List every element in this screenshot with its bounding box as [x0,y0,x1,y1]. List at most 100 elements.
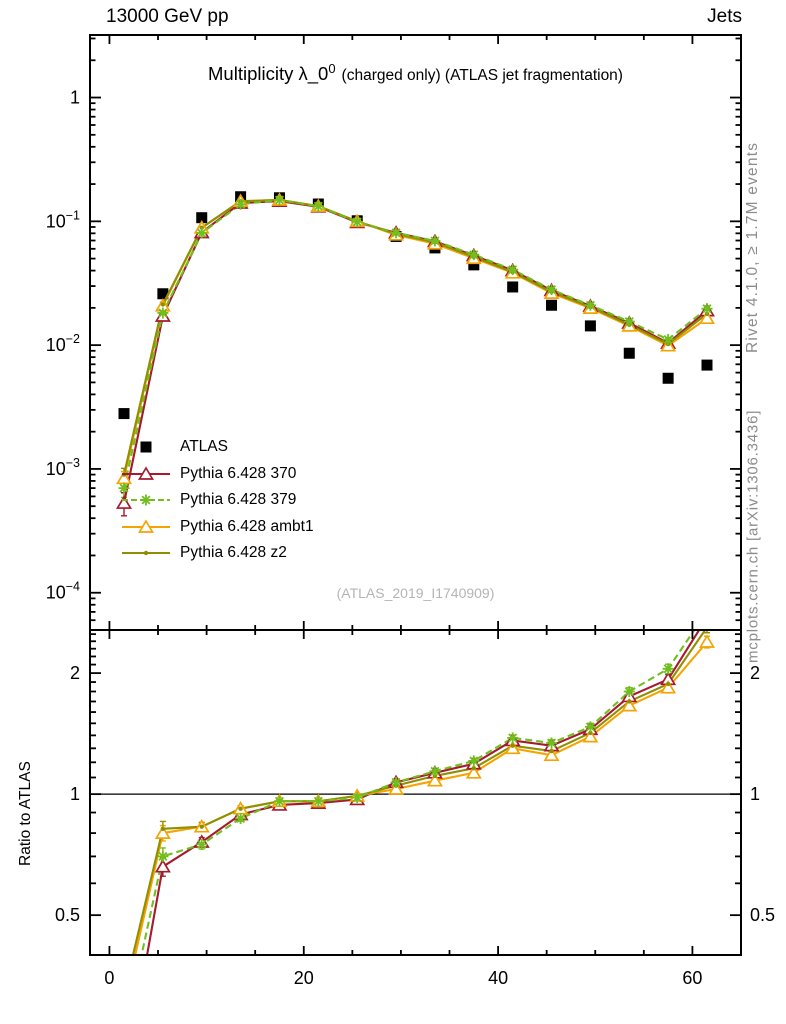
square-marker [623,347,635,359]
x-tick-label: 0 [104,968,114,988]
legend-label: Pythia 6.428 z2 [180,544,287,562]
star-marker [468,249,480,261]
dot-marker [588,730,593,736]
error-bar [121,973,127,1017]
ratio-tick-label-right: 1 [750,784,760,804]
dot-marker [627,699,632,704]
ratio-axis-title: Ratio to ATLAS [17,761,34,866]
star-marker [140,494,152,506]
triangle-marker [426,773,443,787]
star-marker [351,792,363,804]
star-marker [701,303,713,315]
star-marker [701,606,712,617]
star-marker [351,216,363,228]
y-tick-label: 10−2 [46,332,80,355]
star-marker [584,299,596,311]
ratio-markers-pythia-z2 [160,625,709,831]
dot-marker [143,551,149,556]
observable-name: Multiplicity λ_0 [208,63,329,84]
star-marker [623,686,635,698]
star-marker [623,316,635,328]
dot-marker [160,826,166,831]
star-marker [546,737,558,749]
square-marker [701,359,713,371]
analysis-object-label: Jets [707,6,742,27]
legend-item-pythia-z2: Pythia 6.428 z2 [122,540,314,567]
dot-marker [510,743,515,748]
star-marker [118,482,130,494]
triangle-marker [660,679,677,694]
star-marker [235,198,247,210]
star-marker [662,663,674,675]
y-tick-label: 1 [70,88,80,108]
square-marker [507,281,519,293]
triangle-marker [582,728,599,743]
star-marker [273,795,285,807]
triangle-marker [138,466,154,480]
mcplots-source-note: mcplots.cern.ch [arXiv:1306.3436] [744,409,762,663]
beam-energy-label: 13000 GeV pp [106,6,229,27]
rivet-version-note: Rivet 4.1.0, ≥ 1.7M events [744,141,761,353]
triangle-marker [154,859,171,873]
y-tick-label: 10−1 [46,208,80,231]
star-marker [196,838,208,850]
square-marker [140,441,152,453]
star-marker-icon [122,490,170,510]
triangle-marker-icon [122,517,170,537]
y-tick-label: 10−3 [46,456,80,479]
error-bar [704,606,710,616]
triangle-marker-icon [122,464,170,484]
star-marker [468,755,480,767]
star-marker [312,200,324,212]
star-marker [390,227,402,239]
star-marker [390,776,402,788]
star-marker [546,284,558,296]
plot-title: Multiplicity λ_00 (charged only) (ATLAS j… [90,61,741,85]
star-marker [429,235,441,247]
square-marker [196,212,208,224]
watermark: (ATLAS_2019_I1740909) [336,585,495,601]
square-marker [468,259,480,271]
star-marker [157,307,169,319]
dot-marker [199,824,204,829]
ratio-panel [90,606,741,1024]
triangle-marker [388,781,405,795]
dot-marker [705,625,709,629]
square-marker-icon [122,437,170,457]
triangle-marker [116,495,132,509]
square-marker [584,320,596,332]
ratio-tick-label-right: 2 [750,663,760,683]
frame [89,34,742,956]
triangle-marker [465,765,482,779]
ratio-tick-label-left: 2 [70,663,80,683]
ratio-line-pythia-370 [146,630,701,955]
triangle-marker [118,998,131,1009]
star-marker [507,264,519,276]
observable-superscript: 0 [328,61,336,76]
triangle-marker [699,310,715,325]
dot-marker [471,766,476,771]
x-tick-label: 20 [294,968,314,988]
legend-label: Pythia 6.428 370 [180,464,297,482]
ratio-line-pythia-379 [140,630,696,955]
star-marker [584,721,596,733]
triangle-marker [138,519,154,533]
series-line-pythia-z2 [122,198,708,475]
square-marker [157,288,169,300]
ratio-line-pythia-z2 [131,630,707,955]
star-marker [157,850,169,862]
square-marker [546,299,558,311]
plot-title-qualifier: (charged only) (ATLAS jet fragmentation) [341,67,623,84]
legend-item-pythia-ambt1: Pythia 6.428 ambt1 [122,514,314,541]
triangle-marker [699,634,715,648]
legend-label: Pythia 6.428 379 [180,491,297,509]
error-bar [121,1010,127,1024]
main-panel [116,191,715,517]
dot-marker-icon [122,543,170,563]
star-marker [429,765,441,777]
legend-label: Pythia 6.428 ambt1 [180,517,314,535]
error-bar [121,983,127,1024]
dot-marker [238,806,243,811]
ratio-frame [89,629,742,956]
